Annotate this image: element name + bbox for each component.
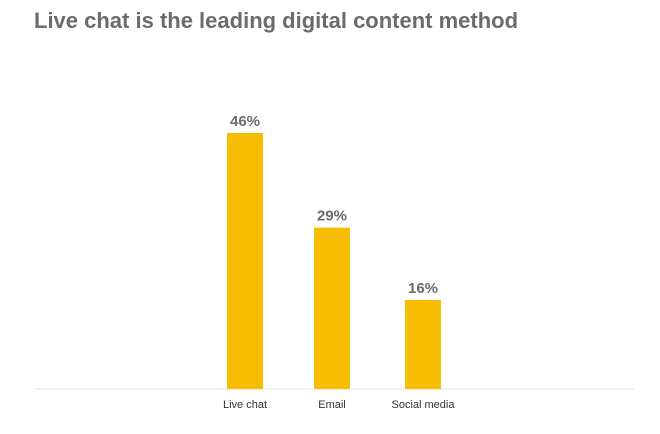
bars-group — [227, 133, 441, 389]
bar-social-media — [405, 299, 441, 389]
x-tick-labels-group: Live chat Email Social media — [223, 399, 455, 411]
value-labels-group: 46% 29% 16% — [230, 113, 438, 297]
bar-email — [314, 227, 350, 389]
bar-value-label: 46% — [230, 113, 260, 130]
x-tick-label: Live chat — [223, 399, 267, 411]
bar-live-chat — [227, 133, 263, 389]
bar-value-label: 29% — [317, 208, 347, 225]
bar-value-label: 16% — [408, 280, 438, 297]
chart-title: Live chat is the leading digital content… — [34, 8, 519, 33]
x-tick-label: Email — [318, 399, 346, 411]
x-tick-label: Social media — [392, 399, 456, 411]
